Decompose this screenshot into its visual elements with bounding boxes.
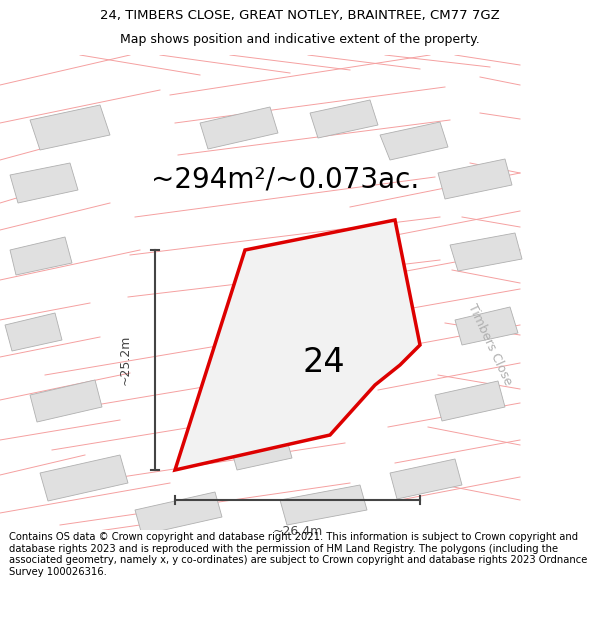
Polygon shape [175, 220, 420, 470]
Polygon shape [380, 122, 448, 160]
Polygon shape [40, 455, 128, 501]
Text: ~294m²/~0.073ac.: ~294m²/~0.073ac. [151, 166, 419, 194]
Polygon shape [455, 307, 518, 345]
Text: Map shows position and indicative extent of the property.: Map shows position and indicative extent… [120, 33, 480, 46]
Text: Timbers Close: Timbers Close [466, 302, 515, 388]
Polygon shape [30, 380, 102, 422]
Polygon shape [230, 433, 292, 470]
Polygon shape [438, 159, 512, 199]
Text: 24: 24 [303, 346, 346, 379]
Text: 24, TIMBERS CLOSE, GREAT NOTLEY, BRAINTREE, CM77 7GZ: 24, TIMBERS CLOSE, GREAT NOTLEY, BRAINTR… [100, 9, 500, 22]
Polygon shape [10, 163, 78, 203]
Polygon shape [310, 100, 378, 138]
Polygon shape [30, 105, 110, 150]
Polygon shape [390, 459, 462, 499]
Polygon shape [280, 485, 367, 525]
Polygon shape [135, 492, 222, 535]
Polygon shape [200, 107, 278, 149]
Polygon shape [10, 237, 72, 275]
Text: Contains OS data © Crown copyright and database right 2021. This information is : Contains OS data © Crown copyright and d… [9, 532, 587, 577]
Text: ~26.4m: ~26.4m [272, 525, 323, 538]
Text: ~25.2m: ~25.2m [119, 335, 131, 385]
Polygon shape [450, 233, 522, 271]
Polygon shape [5, 313, 62, 351]
Polygon shape [435, 381, 505, 421]
